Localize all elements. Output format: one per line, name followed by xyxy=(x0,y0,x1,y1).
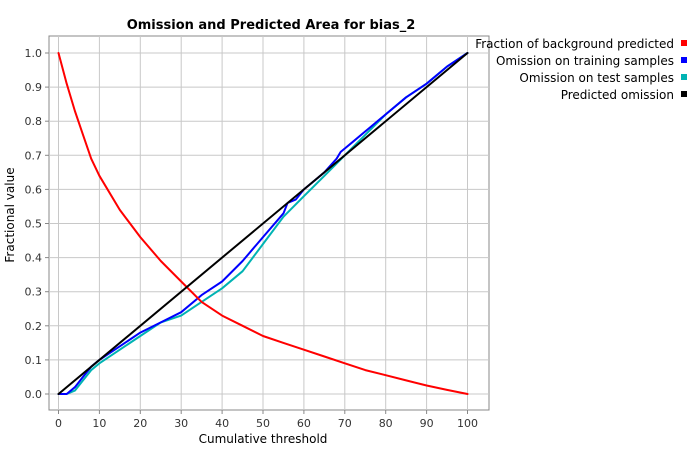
y-tick-label: 0.7 xyxy=(25,149,43,162)
x-tick-label: 90 xyxy=(420,417,434,430)
legend-swatch xyxy=(681,91,687,97)
y-tick-label: 0.8 xyxy=(25,115,43,128)
y-tick-label: 0.2 xyxy=(25,320,43,333)
legend-item-predicted-omission: Predicted omission xyxy=(561,88,687,102)
legend-label: Fraction of background predicted xyxy=(475,37,674,51)
legend-swatch xyxy=(681,57,687,63)
legend-swatch xyxy=(681,74,687,80)
legend-item-background-predicted: Fraction of background predicted xyxy=(475,37,687,51)
x-tick-label: 30 xyxy=(174,417,188,430)
y-tick-label: 0.0 xyxy=(25,388,43,401)
y-tick-label: 0.9 xyxy=(25,81,43,94)
predicted-omission-line xyxy=(57,52,469,395)
legend-item-training-omission: Omission on training samples xyxy=(496,54,687,68)
x-axis-label: Cumulative threshold xyxy=(199,432,328,446)
x-tick-label: 60 xyxy=(297,417,311,430)
axis-ticks: 0 10 20 30 40 50 60 70 80 90 100 0.0 0.1 0.2 0.3 0.4 0.5… xyxy=(25,47,479,430)
y-tick-label: 0.3 xyxy=(25,286,43,299)
x-tick-label: 100 xyxy=(457,417,478,430)
x-tick-label: 80 xyxy=(379,417,393,430)
x-tick-label: 40 xyxy=(215,417,229,430)
series-lines xyxy=(57,52,469,395)
chart-title: Omission and Predicted Area for bias_2 xyxy=(127,18,416,33)
legend-swatch xyxy=(681,40,687,46)
y-tick-label: 0.1 xyxy=(25,354,43,367)
y-tick-label: 0.6 xyxy=(25,183,43,196)
legend-label: Predicted omission xyxy=(561,88,674,102)
y-tick-label: 0.5 xyxy=(25,218,43,231)
x-tick-label: 70 xyxy=(338,417,352,430)
y-tick-label: 1.0 xyxy=(25,47,43,60)
x-tick-label: 50 xyxy=(256,417,270,430)
legend: Fraction of background predicted Omission… xyxy=(475,37,687,102)
x-tick-label: 10 xyxy=(92,417,106,430)
y-axis-label: Fractional value xyxy=(3,167,17,262)
legend-label: Omission on test samples xyxy=(519,71,674,85)
x-tick-label: 0 xyxy=(55,417,62,430)
legend-label: Omission on training samples xyxy=(496,54,674,68)
legend-item-test-omission: Omission on test samples xyxy=(519,71,687,85)
y-tick-label: 0.4 xyxy=(25,252,43,265)
grid xyxy=(49,36,489,410)
background-predicted-line xyxy=(57,52,469,395)
x-tick-label: 20 xyxy=(133,417,147,430)
